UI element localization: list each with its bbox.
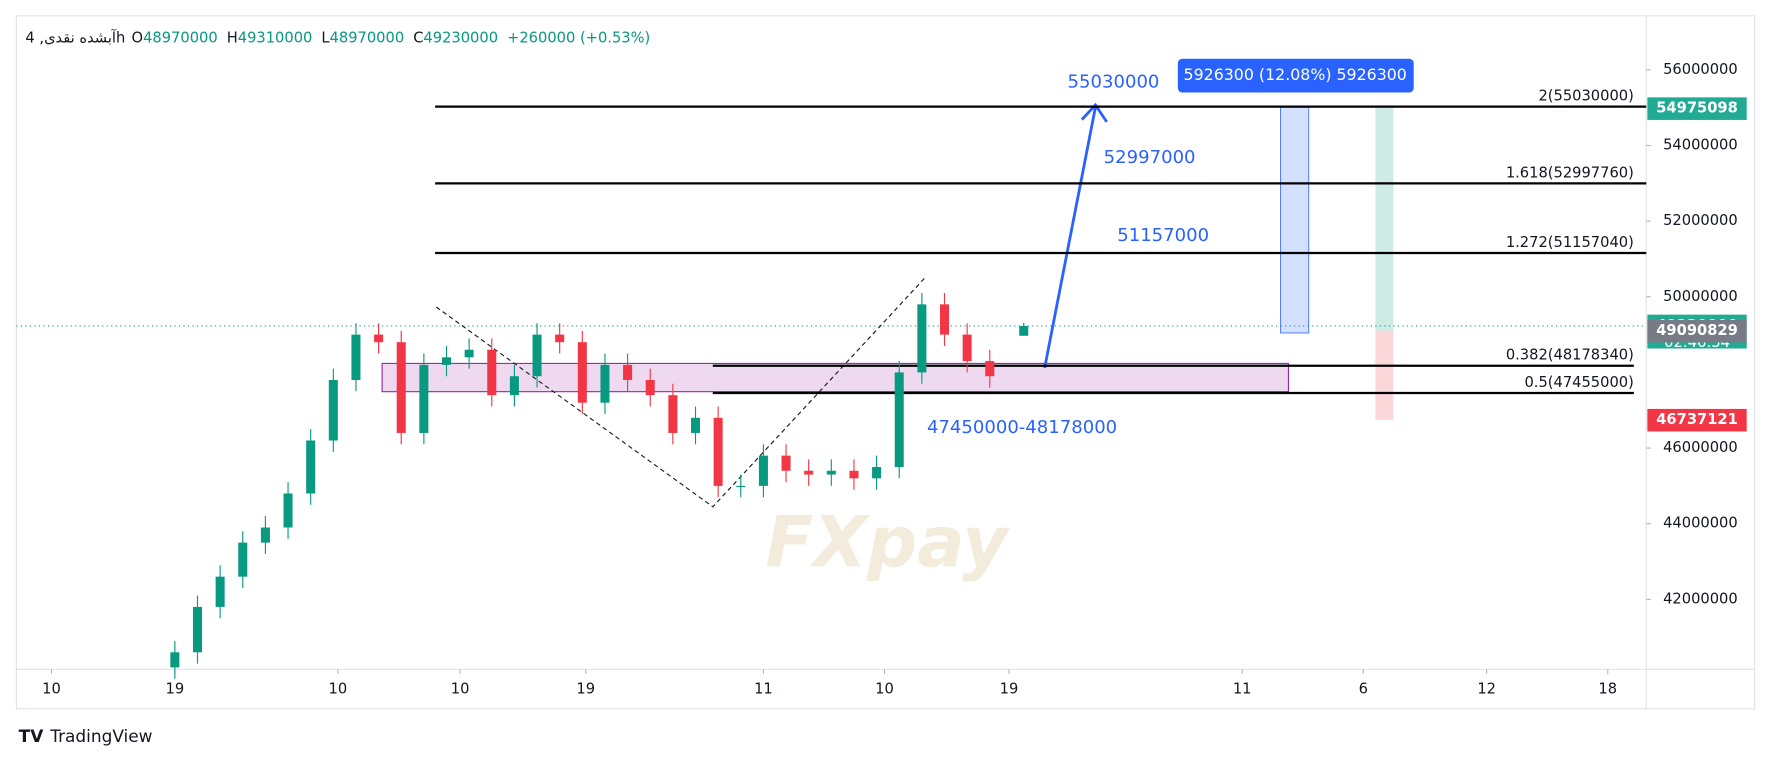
candle-body — [600, 364, 610, 403]
fib-label: 0.382(48178340) — [1506, 347, 1634, 364]
candle-body — [306, 440, 316, 494]
legend-open: 48970000 — [143, 29, 218, 46]
x-tick-label: 10 — [451, 681, 470, 698]
watermark: FXpay — [765, 501, 1011, 583]
legend-low_label: L — [321, 29, 330, 46]
symbol: آبشده نقدی, 4h — [25, 28, 125, 46]
candle-body — [419, 364, 429, 433]
legend-close: 49230000 — [423, 29, 498, 46]
price-label-box — [1647, 319, 1747, 343]
candle-body — [441, 357, 452, 365]
price-label: 46737121 — [1656, 411, 1738, 428]
fib-label: 2(55030000) — [1538, 87, 1633, 104]
candle-body — [826, 470, 836, 475]
legend-close_label: C — [413, 29, 423, 46]
candle-body — [351, 334, 361, 381]
y-tick-label: 54000000 — [1663, 137, 1738, 154]
candle-body — [713, 417, 723, 486]
x-tick-label: 10 — [329, 681, 348, 698]
position-profit — [1375, 107, 1394, 331]
candle-body — [170, 652, 180, 668]
candle-body — [939, 304, 950, 335]
ohlc-legend: O48970000 H49310000 L48970000 C49230000 +260… — [132, 29, 651, 46]
y-tick-label: 46000000 — [1663, 439, 1738, 456]
x-tick-label: 6 — [1359, 681, 1368, 698]
price-label-box — [1647, 408, 1747, 432]
candle-body — [804, 470, 814, 475]
y-tick-label: 52000000 — [1663, 212, 1738, 229]
candle-body — [532, 334, 542, 377]
candle-body — [555, 334, 565, 343]
legend-open_label: O — [132, 29, 144, 46]
candle-body — [192, 606, 203, 653]
arrow-head — [1080, 102, 1108, 123]
candle-body — [374, 334, 384, 343]
x-tick-label: 19 — [1000, 681, 1019, 698]
candle-body — [464, 349, 474, 358]
candle-body — [849, 470, 859, 479]
candle-body — [1019, 325, 1029, 336]
candle-body — [577, 342, 587, 403]
candle-body — [260, 527, 270, 543]
legend-high_label: H — [227, 29, 238, 46]
candle-body — [781, 455, 791, 471]
candle-body — [215, 576, 225, 607]
x-tick-label: 19 — [576, 681, 595, 698]
fib-label: 1.618(52997760) — [1506, 164, 1634, 181]
candle-body — [690, 417, 701, 433]
candle-body — [668, 395, 678, 433]
position-loss — [1375, 330, 1394, 420]
candle-body — [894, 372, 904, 467]
x-tick-label: 10 — [875, 681, 894, 698]
y-tick-label: 44000000 — [1663, 515, 1738, 532]
x-tick-label: 18 — [1598, 681, 1617, 698]
legend-high: 49310000 — [238, 29, 313, 46]
candle-body — [645, 380, 655, 396]
x-tick-label: 11 — [1233, 681, 1252, 698]
y-tick-label: 42000000 — [1663, 590, 1738, 607]
measure-label: 5926300 (12.08%) 5926300 — [1184, 65, 1407, 84]
candle-body — [985, 361, 995, 377]
projection-arrow — [1043, 106, 1097, 369]
price-label-box — [1647, 97, 1747, 120]
candle-body — [962, 334, 972, 362]
x-tick-label: 11 — [754, 681, 773, 698]
annotation: 51157000 — [1117, 225, 1209, 246]
price-label: 49090829 — [1656, 322, 1738, 339]
legend-low: 48970000 — [330, 29, 405, 46]
fib-label: 0.5(47455000) — [1524, 374, 1633, 391]
chart-frame — [15, 15, 1756, 710]
candle-body — [736, 485, 746, 488]
candle-body — [283, 493, 293, 528]
candle-body — [623, 364, 633, 381]
candle-body — [758, 455, 768, 486]
candle-body — [509, 376, 519, 396]
x-tick-label: 10 — [42, 681, 61, 698]
candle-body — [328, 380, 338, 441]
price-label: 54975098 — [1656, 100, 1738, 117]
candle-body — [872, 466, 882, 479]
fib-label: 1.272(51157040) — [1506, 234, 1634, 251]
x-tick-label: 12 — [1477, 681, 1496, 698]
measure-label-box — [1177, 58, 1414, 93]
brand-logo: TV — [19, 726, 45, 746]
annotation: 52997000 — [1104, 147, 1196, 168]
candle-body — [917, 304, 927, 373]
legend-change: +260000 (+0.53%) — [507, 29, 650, 46]
candle-body — [396, 342, 406, 433]
annotation: 55030000 — [1068, 71, 1160, 92]
annotation: 47450000-48178000 — [927, 417, 1117, 438]
y-tick-label: 50000000 — [1663, 288, 1738, 305]
pattern-line — [435, 276, 927, 508]
x-tick-label: 19 — [166, 681, 185, 698]
y-tick-label: 56000000 — [1663, 61, 1738, 78]
candle-body — [238, 542, 248, 577]
candle-body — [487, 349, 497, 396]
measure-box — [1280, 106, 1310, 334]
brand: TradingView — [49, 726, 152, 746]
